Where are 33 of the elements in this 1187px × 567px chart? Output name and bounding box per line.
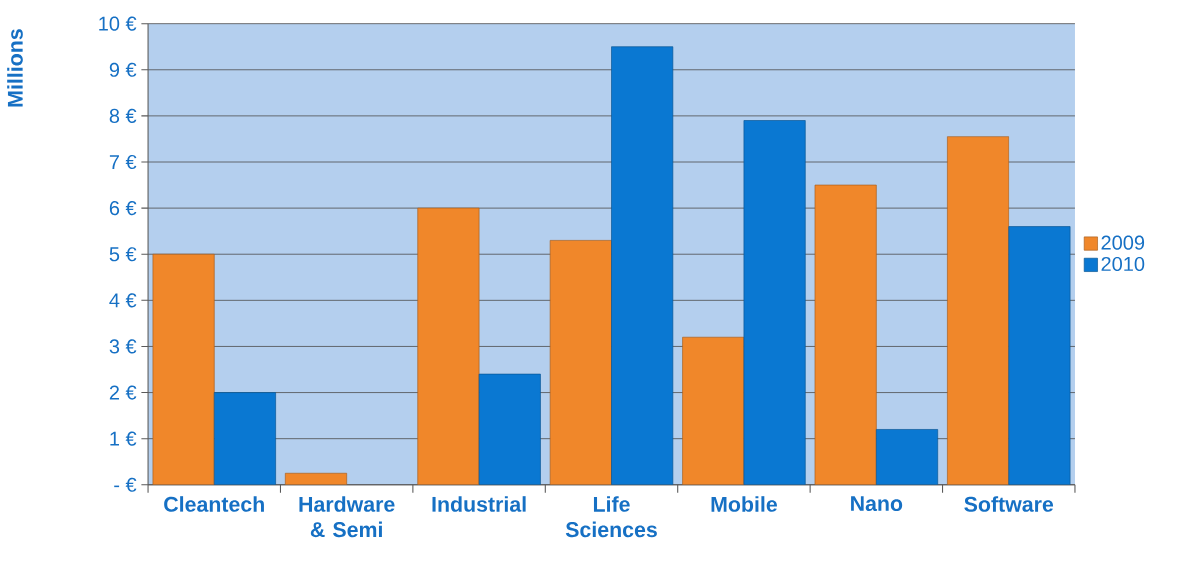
bar — [814, 184, 877, 485]
bar — [682, 336, 745, 485]
bar — [549, 240, 612, 485]
y-tick-label: 10 € — [99, 16, 137, 31]
legend-label: 2009 — [1101, 235, 1145, 250]
x-tick-label: Mobile — [711, 496, 777, 512]
y-tick-label: 6 € — [109, 201, 137, 216]
x-tick-label: Software — [964, 496, 1054, 512]
x-tick-label: Life Sciences — [565, 496, 657, 538]
y-tick-label: 8 € — [109, 108, 137, 124]
bar — [417, 207, 480, 485]
bar — [478, 373, 541, 485]
y-tick-label: 4 € — [109, 293, 137, 308]
bar — [213, 392, 276, 485]
bar — [743, 120, 806, 485]
legend-label: 2010 — [1101, 256, 1145, 272]
bar — [947, 136, 1010, 485]
bar — [152, 253, 215, 485]
bar — [611, 46, 674, 485]
y-axis-title: Millions — [7, 29, 23, 107]
y-tick-label: - € — [114, 477, 137, 492]
y-tick-label: 1 € — [110, 431, 137, 446]
bar — [876, 429, 939, 485]
y-tick-label: 5 € — [109, 247, 137, 262]
x-tick-label: Nano — [851, 496, 903, 512]
y-tick-label: 2 € — [109, 385, 137, 400]
bar — [1008, 226, 1071, 485]
x-tick-label: Hardware & Semi — [299, 496, 395, 538]
y-tick-label: 9 € — [109, 62, 137, 77]
x-tick-label: Cleantech — [164, 496, 264, 512]
x-tick-label: Industrial — [432, 496, 526, 512]
y-tick-label: 7 € — [109, 155, 137, 170]
y-tick-label: 3 € — [109, 339, 137, 354]
